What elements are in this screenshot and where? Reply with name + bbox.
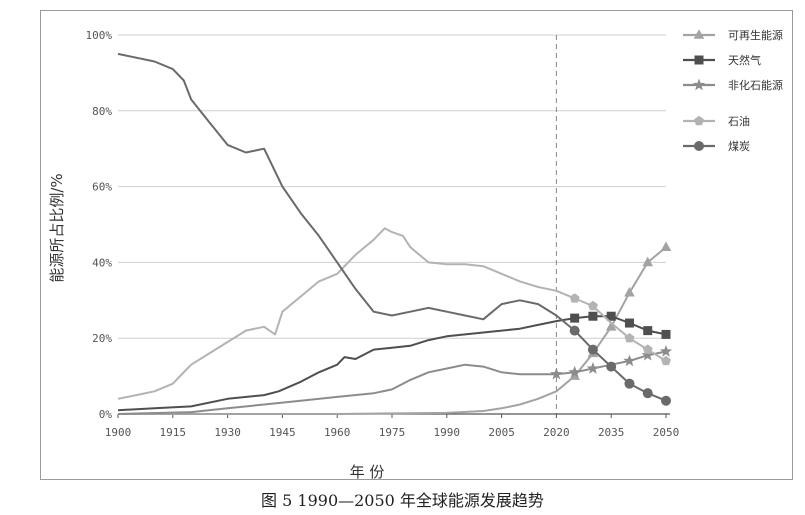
data-point-marker <box>660 241 672 252</box>
data-point-marker <box>606 361 617 372</box>
y-axis-title: 能源所占比例/% <box>48 173 66 282</box>
legend-marker <box>694 141 704 151</box>
x-tick-label: 1945 <box>269 426 296 439</box>
legend-item: 煤炭 <box>683 140 750 153</box>
energy-trend-chart: 0% 20% 40% 60% 80% 100% 1900 1915 1930 1945 1960 19… <box>48 28 783 481</box>
data-point-marker <box>642 388 653 399</box>
legend-label: 非化石能源 <box>728 78 783 92</box>
x-tick-label: 2035 <box>598 426 625 439</box>
plot-area <box>117 52 673 415</box>
legend-marker <box>693 29 705 39</box>
legend-item: 天然气 <box>683 53 761 67</box>
y-tick-label: 20% <box>92 332 112 345</box>
data-point-marker <box>568 365 581 378</box>
data-point-marker <box>661 329 671 339</box>
y-tick-label: 100% <box>86 29 113 42</box>
data-point-marker <box>569 293 580 303</box>
data-point-marker <box>643 326 653 336</box>
series-line <box>117 350 667 415</box>
data-point-marker <box>586 362 600 374</box>
data-point-marker <box>587 300 598 311</box>
data-point-marker <box>642 344 653 354</box>
x-axis-title: 年 份 <box>350 463 385 481</box>
tick-labels: 0% 20% 40% 60% 80% 100% 1900 1915 1930 1945 1960 19… <box>86 29 680 439</box>
series-1 <box>117 311 671 412</box>
series-line <box>118 246 667 415</box>
chart-frame <box>40 10 793 480</box>
data-point-marker <box>605 321 617 331</box>
legend-label: 石油 <box>728 114 750 128</box>
data-point-marker <box>569 370 580 380</box>
data-point-marker <box>641 348 654 361</box>
data-point-marker <box>624 333 635 343</box>
series-line <box>117 315 667 412</box>
data-point-marker <box>588 311 598 321</box>
data-point-marker <box>624 286 635 297</box>
data-point-marker <box>659 344 673 357</box>
series-4 <box>117 52 671 406</box>
x-tick-label: 1900 <box>105 426 132 439</box>
y-tick-label: 0% <box>99 408 113 421</box>
data-point-marker <box>550 367 563 380</box>
series-3 <box>117 227 671 400</box>
data-point-marker <box>661 395 671 406</box>
legend-item: 石油 <box>683 114 750 128</box>
x-tick-label: 2050 <box>653 426 680 439</box>
data-point-marker <box>587 344 598 355</box>
x-tick-label: 1990 <box>434 426 461 439</box>
legend-marker <box>692 78 706 91</box>
legend-label: 煤炭 <box>728 140 750 153</box>
legend-label: 可再生能源 <box>728 28 783 42</box>
y-tick-label: 80% <box>92 105 112 118</box>
data-point-marker <box>606 311 616 321</box>
y-tick-label: 60% <box>92 181 112 194</box>
data-point-marker <box>624 378 635 389</box>
gridlines <box>118 34 666 339</box>
x-tick-label: 1930 <box>214 426 241 439</box>
data-point-marker <box>569 325 580 336</box>
data-point-marker <box>623 354 636 367</box>
x-tick-label: 1915 <box>160 426 187 439</box>
legend-item: 可再生能源 <box>683 28 783 42</box>
x-tick-label: 1960 <box>324 426 351 439</box>
y-tick-label: 40% <box>92 256 112 269</box>
data-point-marker <box>642 256 654 267</box>
legend-marker <box>694 55 704 65</box>
data-point-marker <box>570 313 580 323</box>
legend-item: 非化石能源 <box>683 78 783 92</box>
series-2 <box>117 344 673 415</box>
x-tick-label: 2005 <box>488 426 515 439</box>
legend-label: 天然气 <box>728 53 761 67</box>
legend-marker <box>694 115 704 126</box>
data-point-marker <box>624 318 634 328</box>
x-tick-label: 2020 <box>543 426 570 439</box>
figure-caption: 图 5 1990—2050 年全球能源发展趋势 <box>261 491 544 510</box>
data-point-marker <box>661 355 671 366</box>
x-tick-label: 1975 <box>379 426 406 439</box>
series-line <box>117 227 667 400</box>
